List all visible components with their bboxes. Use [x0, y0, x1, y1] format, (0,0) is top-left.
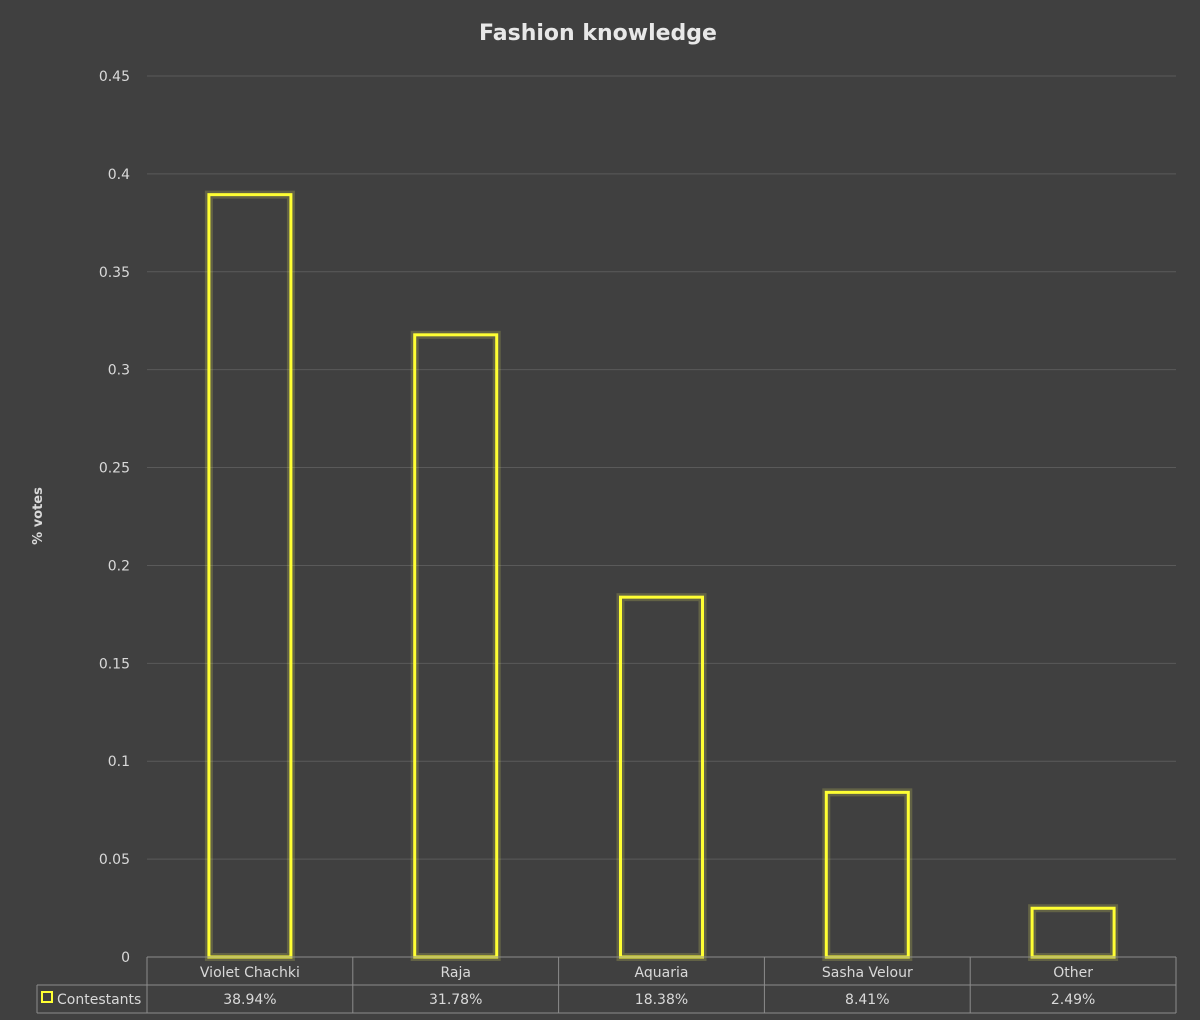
- y-tick-label: 0.15: [99, 656, 130, 672]
- x-category-label: Violet Chachki: [200, 965, 300, 981]
- y-tick-label: 0.2: [108, 558, 130, 574]
- y-tick-label: 0.05: [99, 852, 130, 868]
- y-tick-label: 0.3: [108, 363, 130, 379]
- data-value-label: 2.49%: [1051, 992, 1095, 1008]
- legend-swatch: [41, 991, 53, 1003]
- data-table: Violet Chachki 38.94% Raja 31.78% Aquaria 18.…: [36, 956, 1177, 1014]
- bar-glow: [822, 788, 913, 961]
- data-value-label: 38.94%: [223, 992, 276, 1008]
- data-value-label: 8.41%: [845, 992, 889, 1008]
- y-tick-label: 0.4: [108, 167, 130, 183]
- x-category-label: Other: [1053, 965, 1093, 981]
- bar-glow: [1028, 904, 1119, 962]
- bar-glow: [204, 190, 295, 961]
- data-value-label: 31.78%: [429, 992, 482, 1008]
- bar: [619, 595, 704, 959]
- bar: [824, 790, 910, 959]
- y-tick-label: 0.35: [99, 265, 130, 281]
- x-category-label: Raja: [440, 965, 470, 981]
- bar-glow: [410, 330, 501, 961]
- bar: [413, 333, 499, 959]
- legend-label: Contestants: [57, 992, 141, 1008]
- y-tick-label: 0.25: [99, 461, 130, 477]
- y-tick-label: 0.1: [108, 754, 130, 770]
- gridlines: [147, 75, 1176, 860]
- bar: [1030, 906, 1116, 959]
- y-axis-ticks: 0 0.05 0.1 0.15 0.2 0.25 0.3 0.35 0.4 0.45: [99, 69, 130, 966]
- x-category-label: Sasha Velour: [822, 965, 913, 981]
- x-category-label: Aquaria: [635, 965, 689, 981]
- bar: [207, 193, 293, 959]
- chart-title: Fashion knowledge: [479, 21, 717, 46]
- y-tick-label: 0.45: [99, 69, 130, 85]
- data-value-label: 18.38%: [635, 992, 688, 1008]
- bar-glow: [616, 593, 707, 962]
- bars: [204, 190, 1119, 962]
- y-axis-label: % votes: [31, 487, 46, 545]
- y-tick-label: 0: [121, 950, 130, 966]
